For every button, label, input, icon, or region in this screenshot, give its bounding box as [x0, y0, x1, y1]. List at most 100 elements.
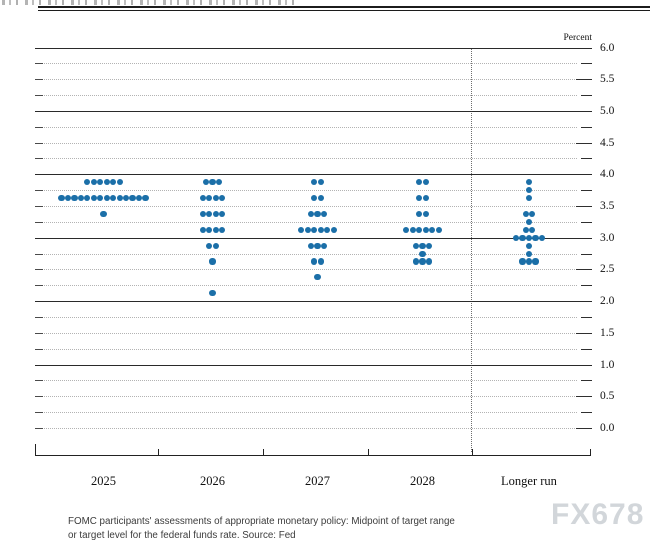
- fomc-dot: [311, 179, 318, 186]
- x-axis-label: 2027: [305, 474, 330, 488]
- fomc-dot: [538, 234, 545, 241]
- fomc-dot: [206, 210, 213, 218]
- fomc-dot: [422, 179, 429, 186]
- gridline-tick-right: [581, 190, 592, 192]
- y-axis-label: 3.5: [600, 200, 615, 213]
- fomc-dot: [529, 226, 536, 233]
- fomc-dot: [212, 195, 219, 202]
- gridline-tick-left: [35, 79, 43, 81]
- fomc-dot: [100, 210, 107, 218]
- longer-run-separator-line: [471, 48, 472, 452]
- fomc-dot: [525, 250, 533, 257]
- gridline-tick-right: [576, 142, 592, 144]
- fomc-dot: [330, 226, 337, 233]
- gridline-tick-left: [35, 158, 43, 160]
- gridline-tick-left: [35, 126, 43, 128]
- fomc-dot: [419, 242, 426, 249]
- fomc-dot: [317, 226, 324, 233]
- fomc-dot: [212, 210, 219, 218]
- fomc-dot: [422, 210, 429, 218]
- fomc-dot: [97, 179, 104, 186]
- y-axis-unit-label: Percent: [563, 33, 593, 43]
- fomc-dot: [532, 258, 539, 265]
- fomc-dot: [324, 226, 331, 233]
- y-axis-label: 4.0: [600, 168, 615, 181]
- fomc-dot: [206, 242, 213, 249]
- fomc-dot: [116, 179, 123, 186]
- fomc-dot: [416, 226, 423, 233]
- fomc-dot: [425, 258, 433, 265]
- gridline-tick-right: [581, 348, 592, 350]
- y-axis-label: 3.0: [600, 231, 615, 244]
- fomc-dot: [90, 195, 97, 202]
- fomc-dot: [429, 226, 436, 233]
- x-axis-tick: [158, 449, 159, 455]
- fomc-dot: [199, 195, 206, 202]
- gridline: [35, 174, 592, 176]
- cut-off-top-text: [2, 0, 294, 5]
- fomc-dot: [71, 195, 78, 202]
- fomc-dot: [90, 179, 97, 186]
- gridline: [44, 158, 577, 160]
- gridline-tick-right: [581, 221, 592, 223]
- gridline: [44, 348, 577, 350]
- fomc-dot: [298, 226, 305, 233]
- fomc-dot: [416, 210, 423, 218]
- gridline: [44, 95, 577, 97]
- fomc-dot: [110, 179, 117, 186]
- gridline: [44, 380, 577, 382]
- fomc-dot: [219, 226, 226, 233]
- gridline-tick-left: [35, 63, 43, 65]
- y-axis-label: 0.5: [600, 390, 615, 403]
- gridline-tick-right: [576, 79, 592, 81]
- fomc-dot: [525, 258, 533, 265]
- fomc-dot: [64, 195, 72, 202]
- gridline: [44, 190, 577, 192]
- x-axis-label: Longer run: [501, 474, 557, 488]
- gridline-tick-right: [581, 63, 592, 65]
- gridline-tick-right: [581, 126, 592, 128]
- x-axis-tick: [368, 449, 369, 455]
- gridline-tick-left: [35, 221, 43, 223]
- fomc-dot: [320, 242, 328, 249]
- y-axis-label: 5.5: [600, 73, 615, 86]
- y-axis-label: 6.0: [600, 41, 615, 54]
- fomc-dot: [103, 195, 110, 202]
- fomc-dot: [219, 210, 226, 218]
- fomc-dot: [77, 195, 84, 202]
- fomc-dot: [110, 195, 117, 202]
- gridline: [44, 285, 577, 287]
- gridline: [35, 364, 592, 366]
- gridline: [44, 269, 577, 271]
- gridline-tick-left: [35, 190, 43, 192]
- gridline: [35, 110, 592, 112]
- fomc-dot: [525, 179, 533, 186]
- x-axis-tick: [590, 449, 591, 455]
- fomc-dot: [209, 179, 216, 186]
- gridline: [44, 79, 577, 81]
- y-axis-label: 2.5: [600, 263, 615, 276]
- fomc-dot: [206, 195, 213, 202]
- gridline-tick-left: [35, 269, 43, 271]
- fomc-dot: [314, 242, 321, 249]
- fomc-dot: [403, 226, 410, 233]
- gridline: [44, 221, 577, 223]
- gridline-tick-right: [576, 269, 592, 271]
- fomc-dot: [409, 226, 416, 233]
- gridline-tick-left: [35, 206, 43, 208]
- fomc-dot: [525, 218, 533, 225]
- gridline-tick-right: [581, 158, 592, 160]
- gridline: [44, 253, 577, 255]
- gridline-tick-left: [35, 95, 43, 97]
- fomc-dot: [416, 179, 423, 186]
- fomc-dot: [317, 258, 324, 265]
- gridline-tick-left: [35, 348, 43, 350]
- gridline: [35, 237, 592, 239]
- fomc-dot: [320, 210, 328, 218]
- gridline-tick-left: [35, 396, 43, 398]
- fomc-dot: [129, 195, 136, 202]
- gridline: [44, 412, 577, 414]
- fomc-dot: [522, 210, 529, 218]
